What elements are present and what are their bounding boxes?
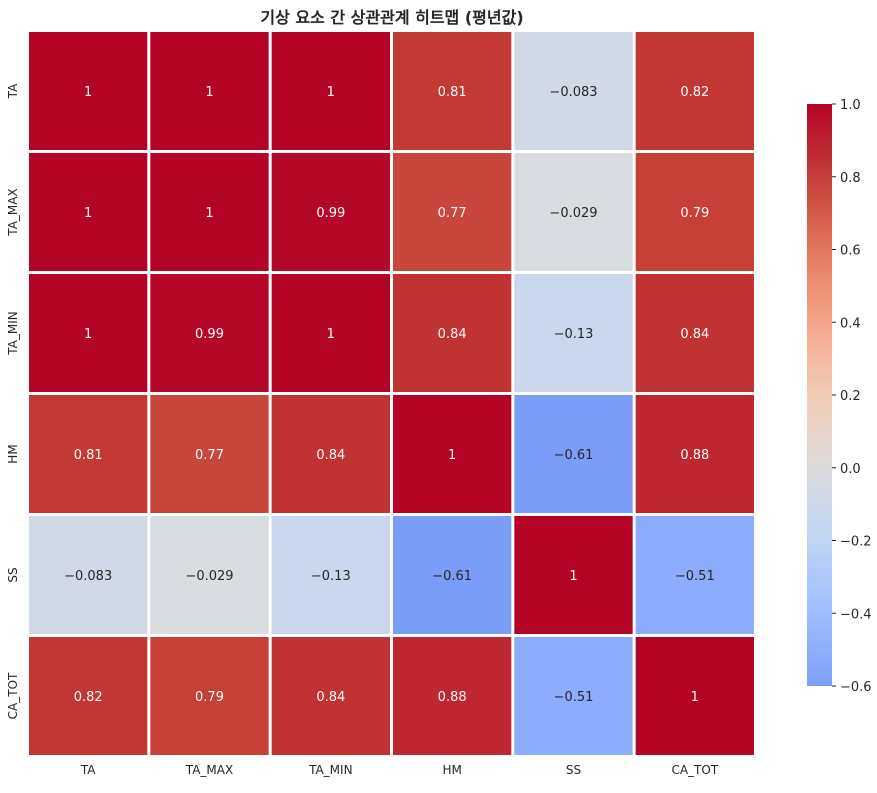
heatmap-cell-ta_max-ca_tot bbox=[635, 153, 754, 271]
heatmap-cell-ca_tot-ss bbox=[514, 637, 633, 755]
heatmap-cell-label: −0.029 bbox=[549, 206, 597, 221]
heatmap-cell-label: −0.029 bbox=[185, 569, 233, 584]
x-tick-label: SS bbox=[566, 763, 581, 777]
heatmap-cell-ta_max-ta_max bbox=[150, 153, 269, 271]
heatmap-cell-label: −0.61 bbox=[554, 448, 594, 463]
heatmap-cell-label: 1 bbox=[84, 327, 92, 342]
x-tick-label: TA_MIN bbox=[308, 763, 352, 777]
chart-title: 기상 요소 간 상관관계 히트맵 (평년값) bbox=[260, 8, 523, 27]
heatmap-cell-label: 0.82 bbox=[74, 690, 103, 705]
heatmap-cell-label: 0.79 bbox=[680, 206, 709, 221]
heatmap-cell-label: −0.61 bbox=[432, 569, 472, 584]
heatmap-cell-ta_min-ca_tot bbox=[635, 274, 754, 392]
heatmap-cell-ta_min-ss bbox=[514, 274, 633, 392]
heatmap-cell-label: 0.79 bbox=[195, 690, 224, 705]
colorbar-tick-label: 0.4 bbox=[840, 316, 861, 331]
heatmap-cell-label: 0.84 bbox=[680, 327, 709, 342]
heatmap-cell-ca_tot-ta_min bbox=[271, 637, 390, 755]
heatmap-cell-ta_max-hm bbox=[392, 153, 512, 271]
heatmap-cell-label: 0.82 bbox=[680, 85, 709, 100]
heatmap-cell-label: 1 bbox=[205, 206, 213, 221]
x-tick-label: HM bbox=[442, 763, 461, 777]
heatmap-cell-ta-hm bbox=[392, 32, 512, 150]
heatmap-cell-label: 1 bbox=[84, 85, 92, 100]
colorbar-tick-label: 0.0 bbox=[840, 462, 861, 477]
y-tick-label: TA_MAX bbox=[6, 188, 20, 236]
heatmap-cell-ta-ss bbox=[514, 32, 633, 150]
heatmap-cell-label: 1 bbox=[691, 690, 699, 705]
heatmap-cell-ta-ta bbox=[29, 32, 148, 150]
heatmap-cell-label: 1 bbox=[84, 206, 92, 221]
heatmap-cell-hm-ta_max bbox=[150, 395, 269, 513]
heatmap-cell-ss-ss bbox=[514, 516, 633, 634]
heatmap-cell-label: 1 bbox=[327, 327, 335, 342]
heatmap-cell-ta_min-ta_max bbox=[150, 274, 269, 392]
heatmap-cell-ta_max-ta_min bbox=[271, 153, 390, 271]
heatmap-cell-hm-hm bbox=[392, 395, 512, 513]
colorbar-tick-label: 0.6 bbox=[840, 244, 861, 259]
heatmap-cell-label: −0.13 bbox=[311, 569, 351, 584]
heatmap-cell-hm-ta bbox=[29, 395, 148, 513]
heatmap-cell-label: 0.81 bbox=[74, 448, 103, 463]
colorbar-tick-label: 1.0 bbox=[840, 98, 861, 113]
heatmap-cell-label: −0.13 bbox=[554, 327, 594, 342]
colorbar-tick-label: −0.6 bbox=[840, 680, 872, 695]
heatmap-cell-ca_tot-hm bbox=[392, 637, 512, 755]
heatmap-cell-ta_max-ss bbox=[514, 153, 633, 271]
heatmap-cell-label: 0.88 bbox=[438, 690, 467, 705]
y-tick-label: SS bbox=[6, 567, 20, 582]
heatmap-cell-label: 0.77 bbox=[195, 448, 224, 463]
heatmap-cell-label: 1 bbox=[327, 85, 335, 100]
x-tick-label: TA_MAX bbox=[185, 763, 233, 777]
heatmap-cell-label: 1 bbox=[448, 448, 456, 463]
y-tick-label: CA_TOT bbox=[6, 672, 20, 719]
heatmap-cell-hm-ss bbox=[514, 395, 633, 513]
heatmap-cell-ca_tot-ta_max bbox=[150, 637, 269, 755]
heatmap-cell-label: 0.99 bbox=[195, 327, 224, 342]
heatmap-cell-ta_min-hm bbox=[392, 274, 512, 392]
heatmap-cell-label: −0.083 bbox=[549, 85, 597, 100]
heatmap-cell-ss-ta bbox=[29, 516, 148, 634]
heatmap-cell-ss-ta_min bbox=[271, 516, 390, 634]
heatmap-cell-label: 1 bbox=[205, 85, 213, 100]
heatmap-cell-label: 0.77 bbox=[438, 206, 467, 221]
y-tick-label: TA_MIN bbox=[6, 311, 20, 355]
colorbar-tick-label: −0.4 bbox=[840, 607, 872, 622]
y-tick-label: HM bbox=[6, 444, 20, 463]
heatmap-cell-hm-ta_min bbox=[271, 395, 390, 513]
heatmap-cell-label: 0.81 bbox=[438, 85, 467, 100]
heatmap-cell-ta_min-ta bbox=[29, 274, 148, 392]
heatmap-cell-ca_tot-ca_tot bbox=[635, 637, 754, 755]
heatmap-cell-label: −0.51 bbox=[675, 569, 715, 584]
heatmap-cell-ta-ca_tot bbox=[635, 32, 754, 150]
heatmap-cell-label: 0.84 bbox=[316, 448, 345, 463]
heatmap-cell-label: 0.88 bbox=[680, 448, 709, 463]
heatmap-cell-ss-ca_tot bbox=[635, 516, 754, 634]
colorbar-tick-label: 0.8 bbox=[840, 171, 861, 186]
heatmap-cell-ta-ta_max bbox=[150, 32, 269, 150]
heatmap-cell-ta_min-ta_min bbox=[271, 274, 390, 392]
x-tick-label: CA_TOT bbox=[671, 763, 718, 777]
colorbar-tick-label: −0.2 bbox=[840, 535, 872, 550]
heatmap-cell-label: −0.51 bbox=[554, 690, 594, 705]
y-tick-label: TA bbox=[6, 83, 20, 99]
heatmap-cell-label: 0.84 bbox=[438, 327, 467, 342]
colorbar-tick-label: 0.2 bbox=[840, 389, 861, 404]
heatmap-cell-ss-ta_max bbox=[150, 516, 269, 634]
x-tick-label: TA bbox=[80, 763, 96, 777]
heatmap-cell-hm-ca_tot bbox=[635, 395, 754, 513]
heatmap-cell-label: 0.99 bbox=[316, 206, 345, 221]
heatmap-cell-ta_max-ta bbox=[29, 153, 148, 271]
heatmap-cell-label: 1 bbox=[569, 569, 577, 584]
heatmap-cell-label: 0.84 bbox=[316, 690, 345, 705]
heatmap-cell-label: −0.083 bbox=[64, 569, 112, 584]
heatmap-cell-ta-ta_min bbox=[271, 32, 390, 150]
heatmap-cell-ca_tot-ta bbox=[29, 637, 148, 755]
colorbar bbox=[807, 104, 832, 686]
heatmap-cell-ss-hm bbox=[392, 516, 512, 634]
